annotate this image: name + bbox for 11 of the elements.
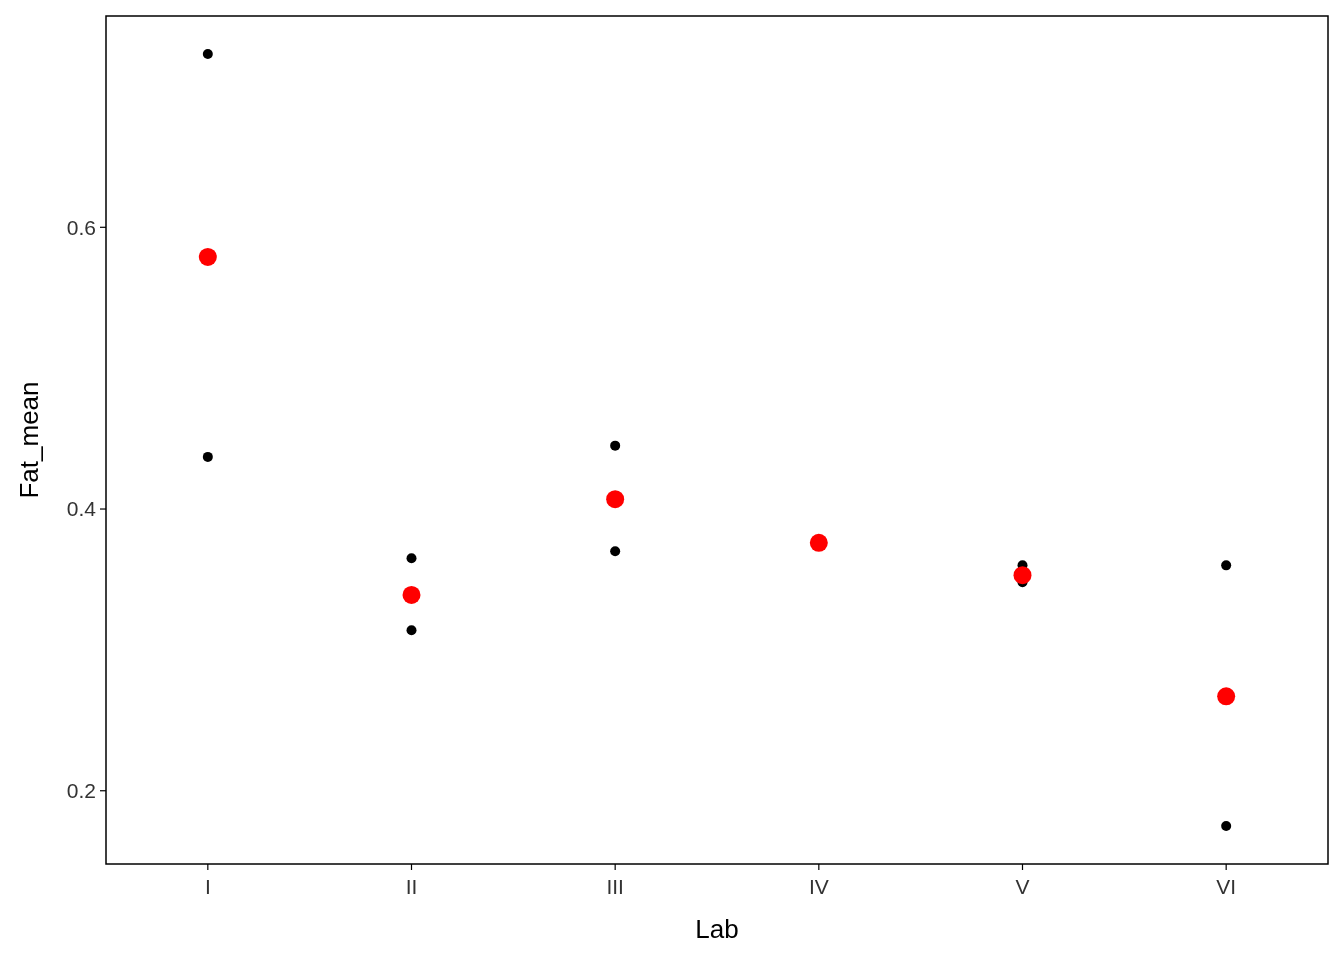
- x-tick-label: V: [1015, 875, 1030, 898]
- x-tick-label: VI: [1216, 875, 1237, 898]
- y-tick-label: 0.4: [66, 497, 97, 521]
- x-tick-label: I: [204, 875, 211, 898]
- y-axis-title: Fat_mean: [14, 381, 44, 499]
- x-tick-label: IV: [808, 875, 829, 898]
- y-tick-label: 0.6: [66, 215, 96, 239]
- y-tick-label: 0.2: [66, 779, 96, 803]
- x-tick-label: II: [405, 875, 418, 898]
- x-tick-label: III: [606, 875, 624, 898]
- x-axis-title: Lab: [695, 914, 739, 944]
